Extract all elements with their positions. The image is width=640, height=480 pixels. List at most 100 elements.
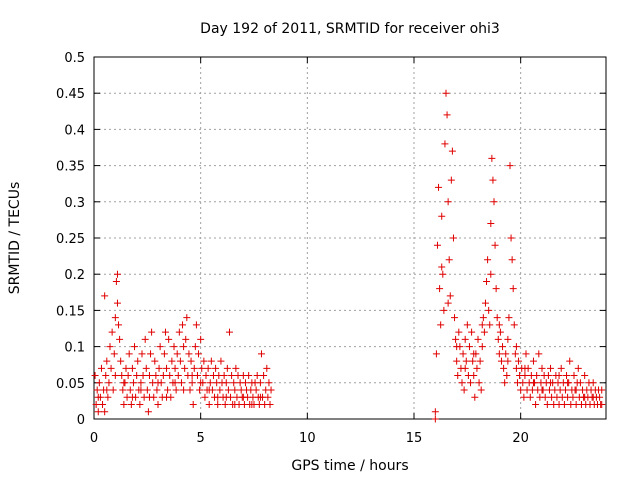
data-point: [195, 350, 203, 358]
data-point: [217, 357, 225, 365]
data-point: [147, 350, 155, 358]
data-point: [460, 386, 468, 394]
data-point: [508, 256, 516, 264]
data-point: [141, 335, 149, 343]
x-tick-label: 20: [512, 431, 529, 446]
data-point: [185, 350, 193, 358]
data-point: [111, 372, 119, 380]
data-point: [166, 372, 174, 380]
data-point: [260, 372, 268, 380]
data-point: [449, 234, 457, 242]
data-point: [264, 393, 272, 401]
data-point: [467, 379, 475, 387]
data-point: [454, 372, 462, 380]
data-point: [180, 343, 188, 351]
data-point: [197, 335, 205, 343]
data-point: [432, 350, 440, 358]
data-point: [186, 386, 194, 394]
data-point: [176, 357, 184, 365]
data-point: [151, 357, 159, 365]
data-point: [122, 364, 130, 372]
y-axis-title: SRMTID / TECUs: [7, 182, 23, 295]
data-point: [522, 350, 530, 358]
data-point: [479, 314, 487, 322]
data-point: [216, 386, 224, 394]
data-point: [116, 335, 124, 343]
data-point: [159, 372, 167, 380]
data-point: [128, 393, 136, 401]
data-point: [152, 372, 160, 380]
data-point: [109, 386, 117, 394]
data-point: [598, 401, 606, 409]
data-point: [444, 299, 452, 307]
data-point: [520, 393, 528, 401]
data-point: [440, 306, 448, 314]
data-point: [574, 364, 582, 372]
data-point: [188, 372, 196, 380]
data-point: [155, 364, 163, 372]
data-point: [253, 372, 261, 380]
data-point: [105, 379, 113, 387]
data-point: [102, 372, 110, 380]
y-tick-label: 0.35: [56, 160, 85, 175]
data-point: [112, 277, 120, 285]
data-point: [589, 379, 597, 387]
data-point: [459, 350, 467, 358]
data-point: [136, 401, 144, 409]
data-point: [107, 364, 115, 372]
data-point: [470, 350, 478, 358]
data-point: [154, 379, 162, 387]
data-point: [222, 379, 230, 387]
data-point: [170, 343, 178, 351]
data-point: [431, 415, 439, 423]
data-point: [113, 299, 121, 307]
data-point: [483, 277, 491, 285]
data-point: [265, 379, 273, 387]
data-point: [241, 379, 249, 387]
data-point: [206, 379, 214, 387]
data-point: [188, 379, 196, 387]
data-point: [124, 372, 132, 380]
data-point: [205, 386, 213, 394]
data-point: [119, 386, 127, 394]
data-point: [544, 372, 552, 380]
data-point: [486, 321, 494, 329]
data-point: [473, 364, 481, 372]
data-point: [126, 386, 134, 394]
data-point: [128, 364, 136, 372]
data-point: [173, 350, 181, 358]
data-point: [555, 372, 563, 380]
data-point: [515, 357, 523, 365]
data-point: [174, 372, 182, 380]
data-point: [541, 393, 549, 401]
data-point: [561, 386, 569, 394]
data-point: [180, 386, 188, 394]
data-point: [458, 379, 466, 387]
data-point: [192, 321, 200, 329]
data-point: [463, 321, 471, 329]
data-point: [446, 292, 454, 300]
data-point: [470, 372, 478, 380]
data-point: [445, 256, 453, 264]
data-point: [93, 386, 101, 394]
data-point: [510, 321, 518, 329]
data-point: [572, 386, 580, 394]
data-point: [228, 372, 236, 380]
data-point: [521, 372, 529, 380]
data-point: [519, 379, 527, 387]
data-point: [202, 372, 210, 380]
data-point: [598, 386, 606, 394]
data-point: [101, 408, 109, 416]
data-point: [447, 176, 455, 184]
data-point: [224, 386, 232, 394]
data-point: [499, 343, 507, 351]
data-point: [589, 393, 597, 401]
data-point: [94, 393, 102, 401]
data-point: [596, 393, 604, 401]
data-point: [92, 401, 100, 409]
data-point: [133, 372, 141, 380]
data-point: [564, 379, 572, 387]
data-point: [448, 147, 456, 155]
y-tick-label: 0.3: [64, 196, 85, 211]
